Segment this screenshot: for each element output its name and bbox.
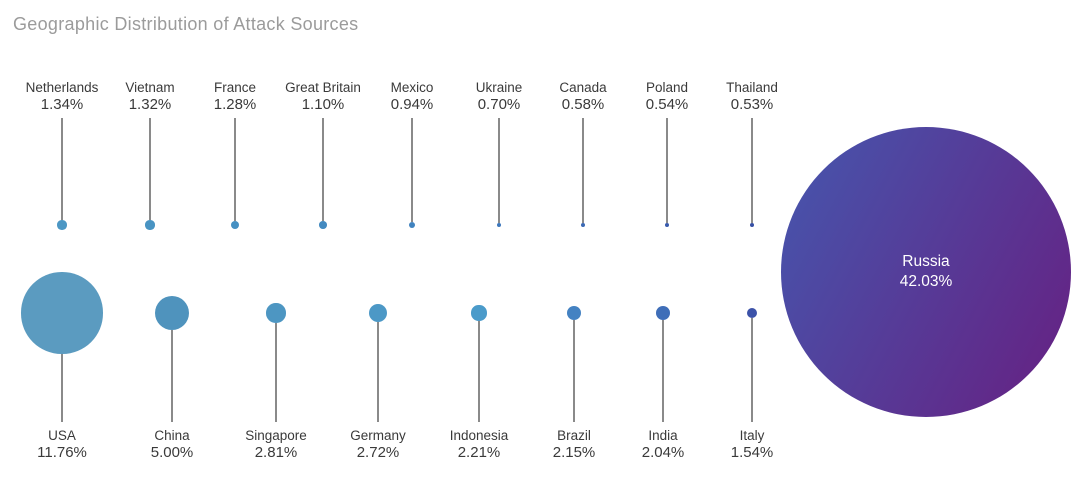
bubble-dot-italy <box>746 307 758 319</box>
leader-line-netherlands <box>61 118 63 221</box>
bubble-dot-canada <box>580 222 585 227</box>
bubble-dot-poland <box>665 223 669 227</box>
country-value-vietnam: 1.32% <box>128 96 172 113</box>
bubble-dot-ukraine <box>496 222 502 228</box>
country-value-great-britain: 1.10% <box>301 96 345 113</box>
bubble-dot-germany <box>368 303 388 323</box>
leader-line-ukraine <box>498 118 500 223</box>
country-value-canada: 0.58% <box>561 96 605 113</box>
leader-line-great-britain <box>322 118 324 222</box>
country-value-poland: 0.54% <box>645 96 689 113</box>
country-value-germany: 2.72% <box>356 444 400 461</box>
country-name-netherlands: Netherlands <box>25 80 99 95</box>
country-name-italy: Italy <box>739 428 765 443</box>
country-value-thailand: 0.53% <box>730 96 774 113</box>
label-indonesia: Indonesia 2.21% <box>450 428 509 461</box>
country-name-poland: Poland <box>645 80 689 95</box>
country-name-indonesia: Indonesia <box>449 428 509 443</box>
country-value-brazil: 2.15% <box>552 444 596 461</box>
leader-line-singapore <box>275 322 277 422</box>
leader-line-canada <box>582 118 584 223</box>
leader-line-china <box>171 330 173 422</box>
bubble-dot-usa <box>21 272 103 354</box>
leader-line-france <box>234 118 236 221</box>
country-name-mexico: Mexico <box>390 80 434 95</box>
leader-line-brazil <box>573 320 575 422</box>
featured-country-value: 42.03% <box>899 273 953 290</box>
leader-line-italy <box>751 318 753 422</box>
bubble-dot-france <box>230 220 240 230</box>
leader-line-germany <box>377 322 379 422</box>
country-name-india: India <box>648 428 678 443</box>
leader-line-thailand <box>751 118 753 223</box>
country-name-france: France <box>213 80 257 95</box>
leader-line-indonesia <box>478 320 480 422</box>
label-canada: Canada 0.58% <box>559 80 606 113</box>
label-india: India 2.04% <box>642 428 685 461</box>
label-netherlands: Netherlands 1.34% <box>26 80 99 113</box>
country-name-canada: Canada <box>559 80 607 95</box>
country-value-usa: 11.76% <box>37 444 87 461</box>
leader-line-vietnam <box>149 118 151 221</box>
label-france: France 1.28% <box>214 80 257 113</box>
country-name-brazil: Brazil <box>557 428 591 443</box>
bubble-russia: Russia 42.03% <box>781 127 1071 417</box>
bubble-dot-vietnam <box>145 220 155 230</box>
country-value-ukraine: 0.70% <box>477 96 521 113</box>
bubble-dot-singapore <box>266 303 286 323</box>
country-name-germany: Germany <box>350 428 406 443</box>
country-value-indonesia: 2.21% <box>457 444 501 461</box>
label-great-britain: Great Britain 1.10% <box>285 80 361 113</box>
label-germany: Germany 2.72% <box>350 428 406 461</box>
label-ukraine: Ukraine 0.70% <box>476 80 523 113</box>
bubble-dot-great-britain <box>319 221 327 229</box>
label-mexico: Mexico 0.94% <box>391 80 434 113</box>
leader-line-india <box>662 320 664 422</box>
bubble-dot-indonesia <box>471 305 487 321</box>
label-usa: USA 11.76% <box>37 428 87 461</box>
bubble-dot-thailand <box>750 223 754 227</box>
bubble-dot-mexico <box>408 221 416 229</box>
label-brazil: Brazil 2.15% <box>553 428 596 461</box>
country-value-italy: 1.54% <box>730 444 774 461</box>
country-value-china: 5.00% <box>150 444 194 461</box>
label-italy: Italy 1.54% <box>731 428 774 461</box>
country-name-usa: USA <box>48 428 76 443</box>
country-value-singapore: 2.81% <box>254 444 298 461</box>
bubble-dot-netherlands <box>57 220 67 230</box>
bubble-dot-brazil <box>566 305 582 321</box>
label-china: China 5.00% <box>151 428 194 461</box>
country-name-great-britain: Great Britain <box>285 80 361 95</box>
country-name-thailand: Thailand <box>726 80 778 95</box>
label-singapore: Singapore 2.81% <box>245 428 307 461</box>
leader-line-poland <box>666 118 668 223</box>
leader-line-usa <box>61 353 63 422</box>
country-name-vietnam: Vietnam <box>125 80 175 95</box>
chart-title: Geographic Distribution of Attack Source… <box>13 14 359 34</box>
country-name-china: China <box>154 428 190 443</box>
bubble-dot-india <box>655 305 671 321</box>
featured-country-name: Russia <box>902 253 950 270</box>
country-value-netherlands: 1.34% <box>40 96 84 113</box>
country-name-singapore: Singapore <box>245 428 307 443</box>
label-thailand: Thailand 0.53% <box>726 80 778 113</box>
country-value-india: 2.04% <box>641 444 685 461</box>
label-vietnam: Vietnam 1.32% <box>125 80 174 113</box>
country-name-ukraine: Ukraine <box>475 80 523 95</box>
bubble-dot-china <box>154 295 190 331</box>
label-poland: Poland 0.54% <box>646 80 689 113</box>
country-value-france: 1.28% <box>213 96 257 113</box>
country-value-mexico: 0.94% <box>390 96 434 113</box>
leader-line-mexico <box>411 118 413 222</box>
